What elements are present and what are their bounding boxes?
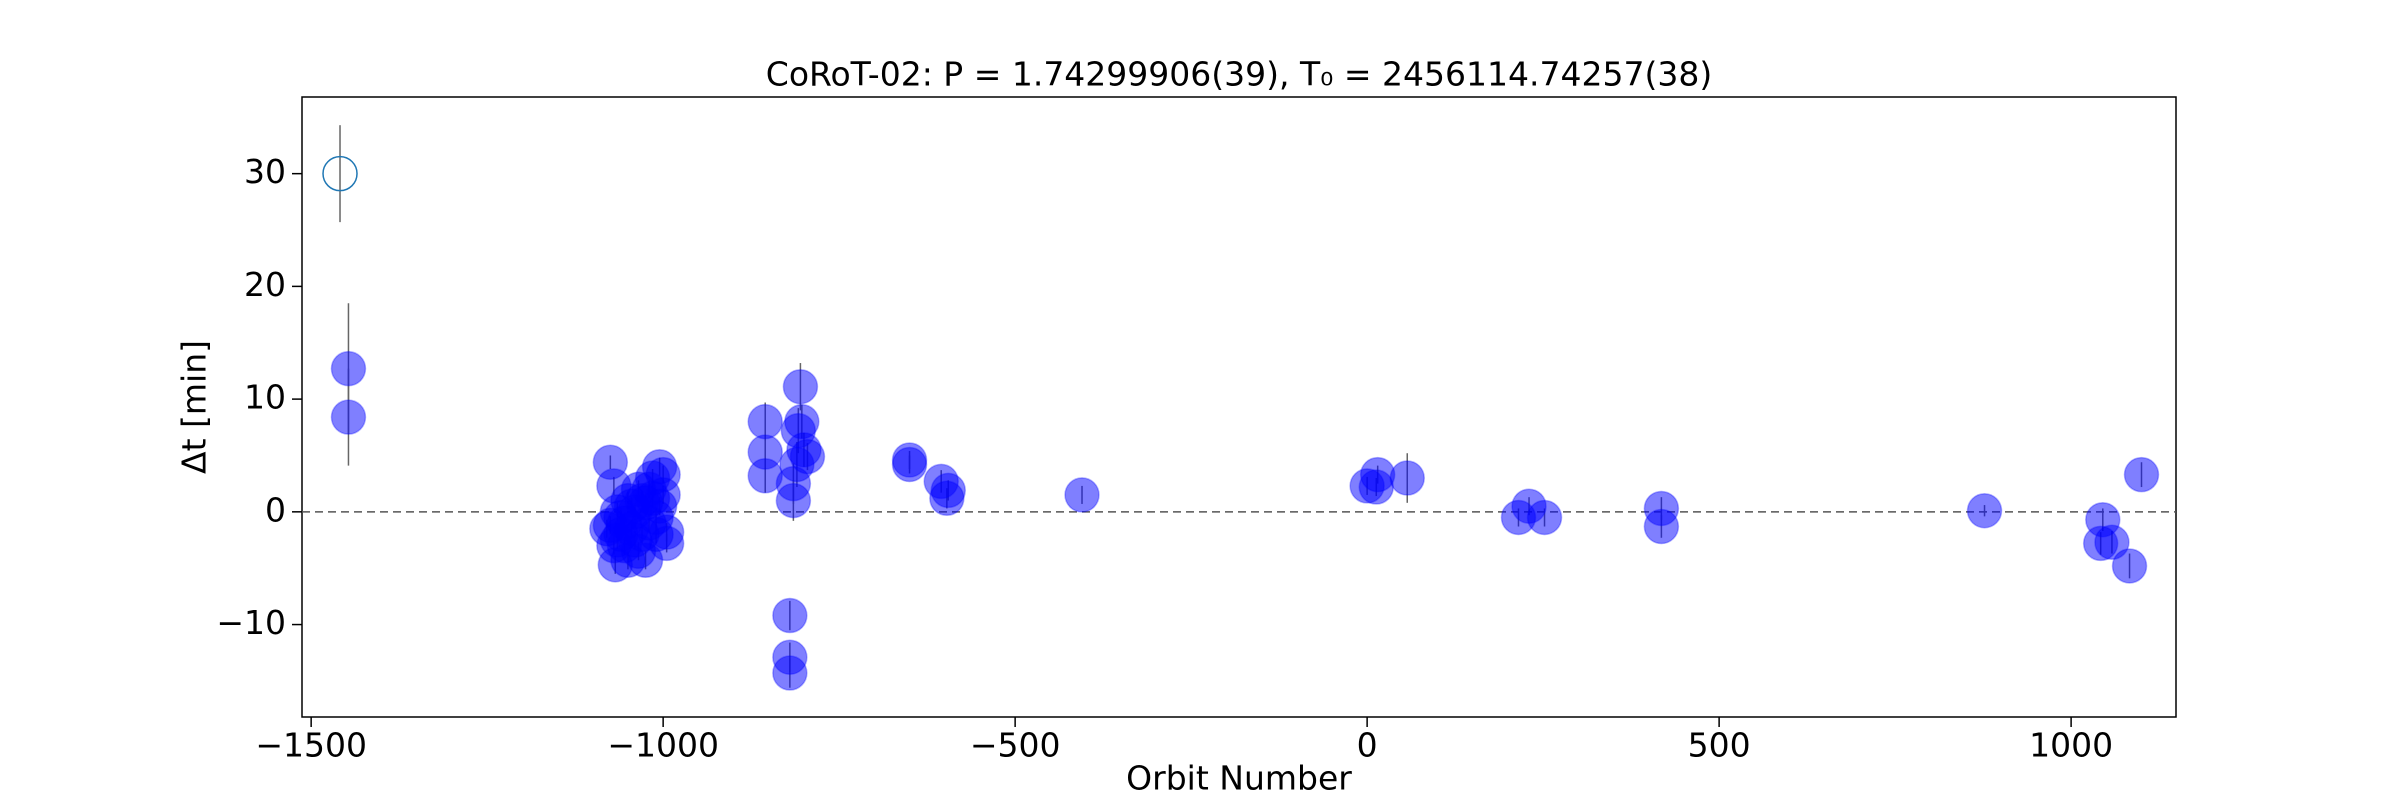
y-tick-label: 30 [244, 152, 286, 191]
data-point [1643, 508, 1680, 545]
plot-frame [301, 96, 2177, 718]
data-point [1389, 460, 1426, 496]
data-point [2111, 548, 2148, 584]
x-tick-label: −1000 [607, 726, 719, 765]
data-point [929, 480, 965, 517]
data-point [772, 655, 808, 691]
y-tick-label: −10 [216, 603, 286, 642]
x-tick-label: 500 [1688, 726, 1751, 765]
data-point [789, 438, 826, 475]
y-tick-label: 20 [244, 265, 286, 304]
data-point [782, 368, 819, 405]
x-axis-label: Orbit Number [1126, 759, 1352, 798]
data-point [589, 510, 625, 547]
data-point [1064, 477, 1100, 513]
data-point [330, 350, 367, 387]
data-point [1359, 456, 1396, 493]
data-point [2123, 456, 2160, 493]
x-tick-label: −1500 [255, 726, 367, 765]
y-tick-label: 10 [244, 378, 286, 417]
data-point [322, 155, 358, 192]
x-tick-label: 1000 [2029, 726, 2113, 765]
data-point [1526, 499, 1563, 536]
data-point [772, 597, 808, 634]
data-point [891, 446, 928, 483]
data-point [747, 403, 783, 440]
chart-title: CoRoT-02: P = 1.74299906(39), T₀ = 24561… [766, 55, 1712, 94]
x-tick-label: −500 [970, 726, 1061, 765]
data-point [2094, 524, 2130, 561]
x-tick-label: 0 [1357, 726, 1378, 765]
y-axis-label: Δt [min] [175, 340, 214, 474]
data-point [1966, 492, 2003, 529]
y-tick-label: 0 [265, 490, 286, 529]
data-point [330, 399, 367, 435]
